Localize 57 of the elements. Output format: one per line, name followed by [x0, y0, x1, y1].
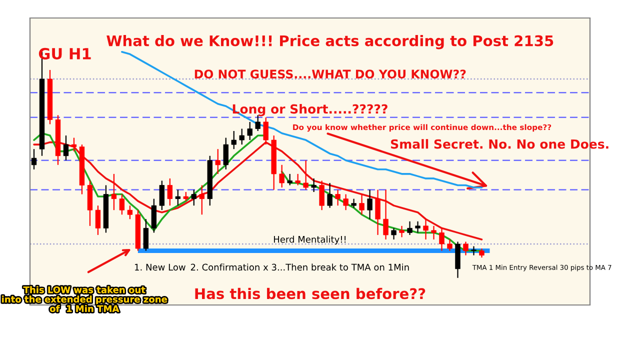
- candlestick: [351, 198, 356, 208]
- candlestick: [151, 198, 157, 234]
- candlestick: [127, 205, 133, 220]
- annotation: 2. Confirmation x 3...Then break to TMA on 1Min: [190, 264, 409, 271]
- candlestick: [239, 128, 244, 146]
- text: DO NOT GUESS....WHAT DO YOU KNOW??: [194, 70, 466, 79]
- candlestick: [263, 116, 268, 146]
- candlestick: [367, 189, 372, 220]
- annotation: Herd Mentality!!: [274, 236, 346, 245]
- candlestick: [167, 178, 173, 206]
- annotation: GU H1: [38, 48, 91, 60]
- candlestick: [159, 180, 165, 211]
- annotation: 1. New Low: [135, 264, 186, 271]
- candlestick: [471, 246, 476, 256]
- candlestick: [415, 220, 420, 234]
- text: This LOW was taken out into the extended pressure zone of 1 Min TMA: [2, 286, 168, 312]
- candlestick: [319, 180, 324, 211]
- candlestick: [223, 137, 228, 170]
- candlestick: [303, 160, 308, 190]
- candlestick: [479, 248, 484, 258]
- candlestick: [399, 225, 404, 238]
- text: Has this been seen before??: [195, 288, 426, 300]
- candlestick: [215, 148, 220, 174]
- candlestick: [423, 218, 428, 240]
- candlestick: [447, 238, 452, 252]
- candlestick: [463, 241, 468, 256]
- candlestick: [391, 228, 396, 240]
- candlestick: [287, 173, 292, 186]
- candlestick: [335, 189, 340, 206]
- candlestick: [383, 189, 388, 240]
- annotation: Long or Short.....?????: [232, 104, 388, 116]
- candlestick: [199, 184, 205, 216]
- candlestick: [439, 228, 444, 252]
- candlestick: [255, 114, 260, 132]
- candlestick: [431, 225, 436, 240]
- candlestick: [71, 137, 77, 152]
- candlestick: [359, 194, 364, 216]
- candlestick: [183, 191, 189, 202]
- candlestick: [111, 173, 117, 211]
- candlestick: [311, 178, 316, 193]
- candlestick: [375, 189, 380, 236]
- candlestick: [191, 189, 197, 206]
- candlestick: [95, 205, 101, 236]
- annotation: Small Secret. No. No one Does.: [390, 139, 608, 149]
- candlestick: [231, 130, 236, 150]
- candlestick: [31, 148, 37, 170]
- candlestick: [119, 194, 125, 216]
- chart-title: What do we Know!!! Price acts according to Post 2135: [106, 34, 554, 50]
- candlestick: [295, 173, 300, 186]
- candlestick: [407, 220, 412, 236]
- candlestick: [279, 164, 284, 188]
- candlestick: [143, 218, 149, 252]
- candlestick: [63, 134, 69, 161]
- candlestick: [247, 121, 252, 141]
- candlestick: [175, 189, 181, 206]
- candlestick: [327, 182, 332, 208]
- candlestick: [343, 194, 348, 211]
